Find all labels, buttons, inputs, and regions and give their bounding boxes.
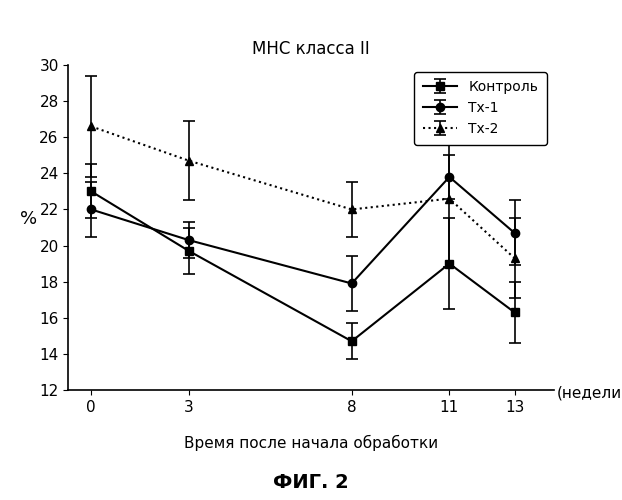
Text: (недели): (недели) xyxy=(557,385,622,400)
Title: МНС класса II: МНС класса II xyxy=(252,40,370,58)
Text: ФИГ. 2: ФИГ. 2 xyxy=(273,473,349,492)
Legend: Контроль, Тх-1, Тх-2: Контроль, Тх-1, Тх-2 xyxy=(414,72,547,144)
Text: Время после начала обработки: Время после начала обработки xyxy=(184,434,438,450)
Y-axis label: %: % xyxy=(20,210,37,228)
